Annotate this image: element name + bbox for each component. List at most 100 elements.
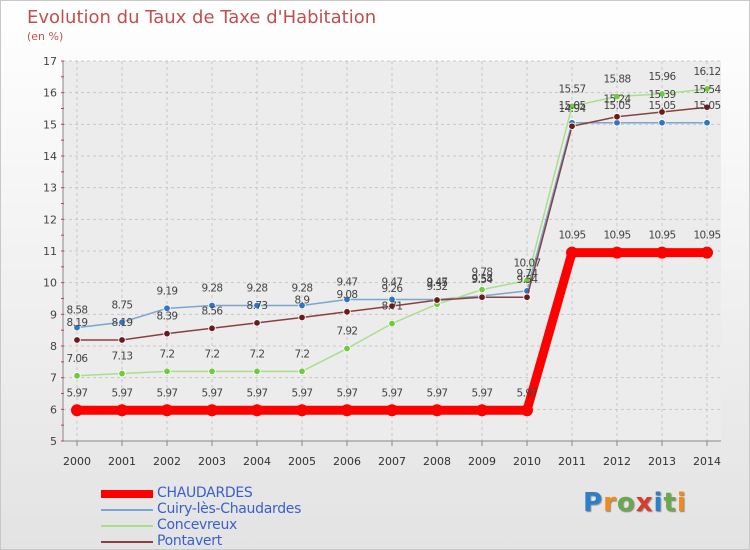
- data-label: 5.97: [337, 387, 358, 399]
- data-label: 7.2: [160, 348, 175, 360]
- legend-swatch: [101, 509, 153, 511]
- data-label: 9.54: [472, 274, 494, 286]
- logo-letter: x: [635, 488, 654, 518]
- y-minor-tick: [61, 234, 64, 236]
- data-point: [566, 246, 578, 259]
- y-tick-label: 11: [43, 245, 57, 258]
- data-label: 10.95: [603, 230, 630, 242]
- y-tick-label: 16: [43, 87, 57, 100]
- data-point: [658, 108, 666, 116]
- legend-swatch: [101, 525, 153, 527]
- data-label: 7.92: [337, 326, 358, 338]
- data-label: 5.97: [292, 387, 313, 399]
- data-point: [73, 372, 81, 380]
- data-label: 9.28: [247, 282, 268, 294]
- data-point: [298, 301, 306, 310]
- data-point: [73, 336, 81, 344]
- data-label: 15.05: [648, 100, 675, 112]
- data-point: [118, 318, 126, 326]
- y-minor-tick: [61, 329, 64, 331]
- data-point: [253, 367, 261, 376]
- y-tick-label: 12: [43, 213, 57, 226]
- data-label: 8.71: [382, 301, 403, 313]
- x-tick-label: 2014: [693, 455, 721, 468]
- y-minor-tick: [61, 313, 64, 315]
- x-tick-label: 2002: [153, 455, 181, 468]
- data-point: [431, 404, 443, 417]
- data-label: 5.97: [427, 387, 448, 399]
- data-point: [163, 304, 171, 313]
- y-minor-tick: [61, 60, 64, 62]
- data-point: [656, 246, 668, 259]
- data-label: 9.28: [292, 282, 313, 294]
- data-label: 9.26: [382, 283, 404, 295]
- data-point: [613, 113, 621, 121]
- data-point: [703, 85, 711, 93]
- data-point: [343, 344, 351, 353]
- data-label: 5.97: [472, 387, 493, 399]
- data-label: 7.2: [295, 348, 310, 360]
- data-point: [163, 329, 171, 338]
- chart-title: Evolution du Taux de Taxe d'Habitation: [27, 7, 377, 28]
- y-minor-tick: [61, 282, 64, 284]
- data-point: [523, 276, 531, 285]
- x-tick-label: 2001: [108, 455, 136, 468]
- data-point: [251, 404, 263, 417]
- y-tick-label: 6: [50, 403, 57, 416]
- data-point: [568, 102, 576, 110]
- data-point: [341, 404, 353, 417]
- logo-letter: i: [676, 488, 687, 518]
- y-minor-tick: [61, 424, 64, 426]
- data-point: [343, 295, 351, 304]
- data-label: 9.45: [427, 277, 448, 289]
- data-point: [208, 324, 216, 332]
- y-minor-tick: [61, 377, 64, 379]
- data-label: 14.94: [558, 103, 586, 115]
- data-label: 8.39: [157, 311, 178, 323]
- y-tick-label: 8: [50, 340, 57, 353]
- data-point: [253, 301, 261, 310]
- data-label: 9.32: [427, 281, 448, 293]
- data-label: 15.96: [648, 71, 676, 83]
- data-label: 8.75: [112, 299, 133, 311]
- data-point: [163, 367, 171, 376]
- x-tick-label: 2006: [333, 455, 361, 468]
- y-tick-label: 17: [43, 55, 57, 68]
- data-label: 15.88: [603, 73, 630, 85]
- y-minor-tick: [61, 203, 64, 204]
- x-tick-label: 2003: [198, 455, 226, 468]
- data-label: 7.2: [250, 348, 265, 360]
- data-point: [253, 319, 261, 327]
- x-tick-label: 2004: [243, 455, 271, 468]
- data-label: 5.97: [67, 387, 88, 399]
- data-label: 9.19: [157, 285, 178, 297]
- data-label: 10.95: [648, 230, 675, 242]
- data-point: [161, 404, 173, 417]
- y-tick-label: 5: [50, 435, 57, 448]
- data-point: [298, 367, 306, 376]
- y-tick-label: 7: [50, 372, 57, 385]
- x-tick-label: 2010: [513, 455, 541, 468]
- x-tick-label: 2012: [603, 455, 631, 468]
- y-minor-tick: [61, 361, 64, 363]
- data-point: [71, 404, 83, 417]
- data-label: 9.47: [427, 276, 448, 288]
- data-point: [568, 122, 576, 130]
- y-minor-tick: [61, 345, 64, 347]
- data-point: [343, 308, 351, 316]
- legend-label: Pontavert: [157, 533, 222, 549]
- data-point: [703, 103, 711, 111]
- data-label: 15.54: [693, 84, 721, 96]
- data-point: [701, 246, 713, 259]
- y-minor-tick: [61, 298, 64, 299]
- data-label: 15.05: [603, 100, 630, 112]
- logo-letter: t: [663, 488, 677, 518]
- chart-unit: (en %): [27, 30, 64, 43]
- y-minor-tick: [61, 108, 64, 109]
- data-point: [73, 323, 81, 332]
- logo-letter: o: [616, 488, 636, 518]
- data-point: [116, 404, 128, 417]
- data-label: 9.47: [382, 276, 403, 288]
